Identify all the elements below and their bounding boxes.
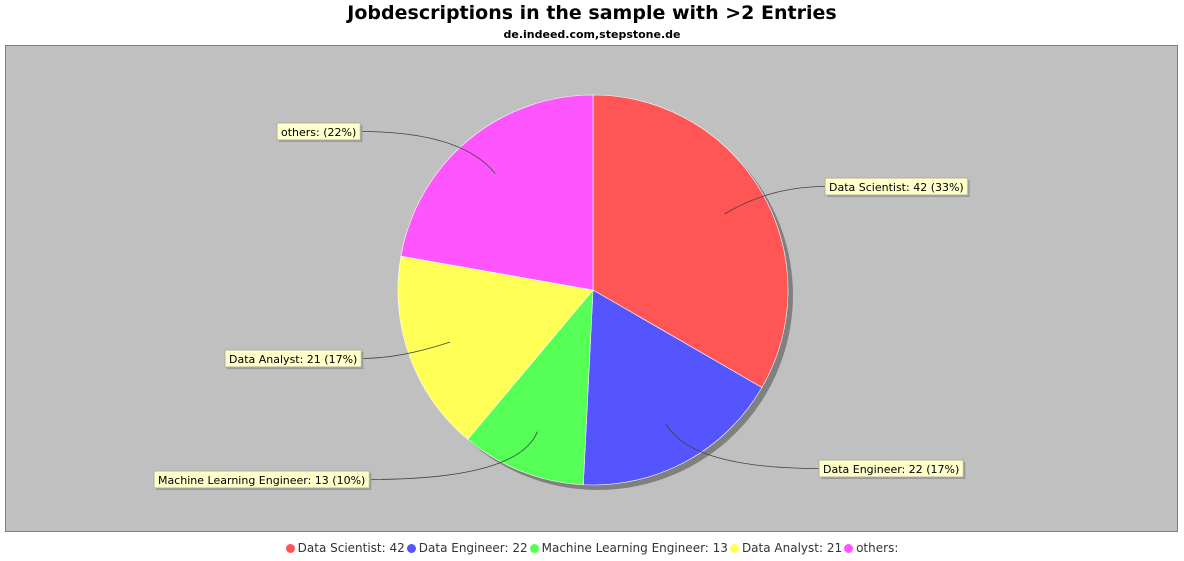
legend-label: Machine Learning Engineer: 13 xyxy=(542,541,728,555)
legend-label: Data Analyst: 21 xyxy=(742,541,842,555)
legend-swatch xyxy=(286,544,295,553)
legend-label: others: xyxy=(856,541,898,555)
slice-label-text: Machine Learning Engineer: 13 (10%) xyxy=(158,474,365,487)
legend-label: Data Engineer: 22 xyxy=(419,541,528,555)
legend-item: Data Analyst: 21 xyxy=(730,541,842,555)
legend-swatch xyxy=(530,544,539,553)
slice-label-text: others: (22%) xyxy=(281,126,356,139)
chart-legend: Data Scientist: 42 Data Engineer: 22 Machi… xyxy=(0,541,1184,555)
legend-swatch xyxy=(730,544,739,553)
legend-label: Data Scientist: 42 xyxy=(298,541,405,555)
chart-title: Jobdescriptions in the sample with >2 En… xyxy=(0,2,1184,24)
pie-slice-others xyxy=(401,95,593,290)
legend-item: Data Engineer: 22 xyxy=(407,541,528,555)
legend-swatch xyxy=(844,544,853,553)
slice-label-text: Data Scientist: 42 (33%) xyxy=(829,181,964,194)
legend-item: Machine Learning Engineer: 13 xyxy=(530,541,728,555)
chart-subtitle: de.indeed.com,stepstone.de xyxy=(0,28,1184,41)
legend-item: Data Scientist: 42 xyxy=(286,541,405,555)
plot-area: Data Scientist: 42 (33%) Data Engineer: 2… xyxy=(5,45,1178,532)
legend-item: others: xyxy=(844,541,898,555)
pie-chart: Data Scientist: 42 (33%) Data Engineer: 2… xyxy=(6,46,1177,531)
slice-label-text: Data Analyst: 21 (17%) xyxy=(229,353,357,366)
slice-label-text: Data Engineer: 22 (17%) xyxy=(823,463,959,476)
legend-swatch xyxy=(407,544,416,553)
